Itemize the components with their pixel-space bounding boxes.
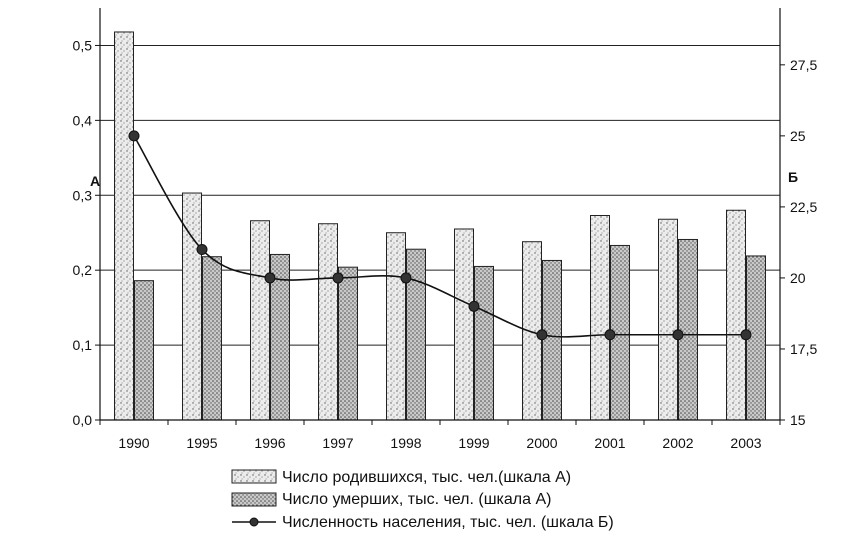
x-tick-label: 1995 [186, 435, 217, 451]
bar-births [454, 228, 474, 421]
population-marker [128, 130, 140, 142]
left-axis-label: А [90, 173, 100, 189]
population-marker [196, 244, 208, 256]
right-tick-label: 22,5 [790, 199, 817, 215]
right-tick-label: 17,5 [790, 341, 817, 357]
left-tick-label: 0,5 [73, 37, 93, 53]
population-marker [604, 329, 616, 341]
left-tick-label: 0,3 [73, 187, 93, 203]
population-marker [468, 300, 480, 312]
x-tick-label: 2002 [662, 435, 693, 451]
legend-marker-population [249, 517, 259, 527]
right-tick-label: 20 [790, 270, 806, 286]
right-tick-label: 15 [790, 412, 806, 428]
x-tick-label: 2003 [730, 435, 761, 451]
x-tick-label: 2000 [526, 435, 557, 451]
x-tick-label: 1999 [458, 435, 489, 451]
x-tick-label: 1996 [254, 435, 285, 451]
left-tick-label: 0,0 [73, 412, 93, 428]
legend-label-deaths: Число умерших, тыс. чел. (шкала А) [282, 491, 551, 508]
bar-births [386, 232, 406, 421]
bar-births [590, 214, 610, 421]
left-tick-label: 0,2 [73, 262, 93, 278]
bar-births [658, 218, 678, 421]
population-marker [332, 272, 344, 284]
bar-deaths [542, 259, 562, 421]
left-tick-label: 0,4 [73, 112, 93, 128]
legend-swatch-births [231, 469, 277, 484]
legend-item-births: Число родившихся, тыс. чел.(шкала А) [231, 469, 571, 486]
population-line [133, 135, 746, 338]
legend-swatch-deaths [231, 492, 277, 507]
left-tick-label: 0,1 [73, 337, 93, 353]
population-marker [536, 329, 548, 341]
population-marker [672, 329, 684, 341]
bar-deaths [134, 280, 154, 421]
population-marker [740, 329, 752, 341]
right-tick-label: 27,5 [790, 57, 817, 73]
bar-births [318, 223, 338, 421]
bar-deaths [338, 266, 358, 421]
right-axis-label: Б [788, 169, 798, 185]
line-layer [128, 130, 752, 341]
bar-deaths [678, 238, 698, 421]
bar-deaths [202, 256, 222, 421]
axes-layer: 0,0 0,1 0,2 0,3 0,4 0,5 15 17,5 20 22,5 25 27,5 1990… [73, 8, 817, 451]
legend-item-population: Численность населения, тыс. чел. (шкала … [232, 514, 614, 531]
legend-label-births: Число родившихся, тыс. чел.(шкала А) [282, 469, 571, 486]
population-marker [264, 272, 276, 284]
bar-births [114, 31, 134, 421]
bar-deaths [474, 265, 494, 421]
x-tick-label: 1997 [322, 435, 353, 451]
bar-births [726, 209, 746, 421]
bar-births [250, 220, 270, 421]
bars-layer [114, 31, 766, 421]
x-tick-label: 1990 [118, 435, 149, 451]
legend: Число родившихся, тыс. чел.(шкала А) Чис… [231, 469, 614, 531]
population-marker [400, 272, 412, 284]
right-tick-label: 25 [790, 128, 806, 144]
x-tick-label: 1998 [390, 435, 421, 451]
x-tick-label: 2001 [594, 435, 625, 451]
legend-item-deaths: Число умерших, тыс. чел. (шкала А) [231, 491, 551, 508]
legend-label-population: Численность населения, тыс. чел. (шкала … [282, 514, 614, 531]
